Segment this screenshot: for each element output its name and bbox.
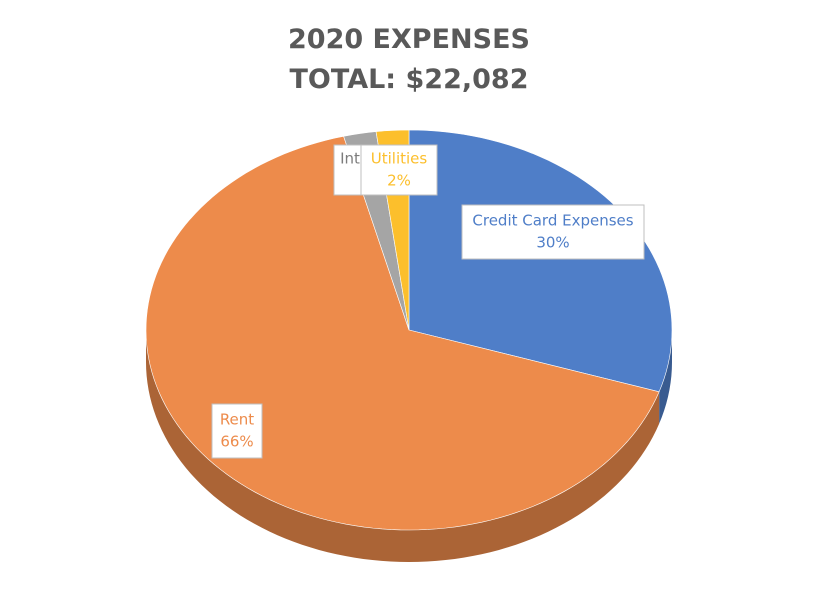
slice-side	[146, 330, 660, 562]
data-label: Rent 66%	[211, 403, 263, 459]
chart-subtitle: TOTAL: $22,082	[290, 64, 529, 95]
label-value: 2%	[387, 172, 411, 190]
pie-slice	[145, 135, 660, 531]
label-box	[211, 403, 263, 459]
label-value: 30%	[536, 234, 569, 252]
label-box	[360, 144, 438, 196]
data-label: Utilities 2%	[360, 144, 438, 196]
label-name: Credit Card Expenses	[472, 212, 633, 230]
data-label: Credit Card Expenses 30%	[461, 204, 645, 260]
chart-title: 2020 EXPENSES	[288, 24, 530, 55]
label-name: Utilities	[371, 150, 428, 168]
slice-side	[659, 330, 672, 424]
label-value: 66%	[220, 433, 253, 451]
label-box	[461, 204, 645, 260]
label-name: Int	[340, 150, 360, 168]
label-name: Rent	[220, 411, 254, 429]
